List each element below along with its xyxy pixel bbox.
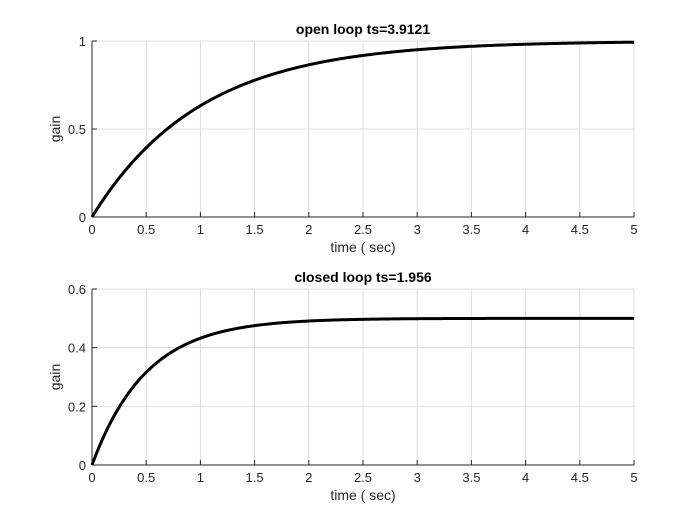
x-tick-label: 1.5: [246, 222, 264, 237]
x-tick-label: 1: [197, 470, 204, 485]
y-tick-label: 0.6: [68, 282, 86, 297]
x-tick-label: 3.5: [462, 470, 480, 485]
x-tick-label: 0.5: [137, 222, 155, 237]
x-tick-label: 4: [522, 222, 529, 237]
x-tick-label: 0.5: [137, 470, 155, 485]
x-axis-label: time ( sec): [330, 487, 395, 503]
x-tick-label: 1.5: [246, 470, 264, 485]
x-tick-label: 2.5: [354, 222, 372, 237]
x-tick-label: 3: [414, 470, 421, 485]
x-tick-label: 2.5: [354, 470, 372, 485]
y-tick-label: 0.4: [68, 341, 86, 356]
chart-title: closed loop ts=1.956: [294, 269, 432, 285]
chart-1: 0 0.5 1 1.5 2 2.5 3 3.5 4 4.5 5 0 0.5 1 open loop ts=3…: [47, 21, 638, 255]
y-axis-label: gain: [47, 116, 63, 142]
y-tick-label: 1: [79, 34, 86, 49]
x-tick-label: 1: [197, 222, 204, 237]
series-line: [90, 316, 634, 466]
chart-title: open loop ts=3.9121: [296, 21, 430, 37]
x-tick-label: 4: [522, 470, 529, 485]
x-axis-label: time ( sec): [330, 239, 395, 255]
x-tick-label: 2: [305, 222, 312, 237]
x-tick-label: 5: [630, 222, 637, 237]
y-axis-label: gain: [47, 364, 63, 390]
x-tick-label: 0: [88, 222, 95, 237]
y-tick-label: 0: [79, 458, 86, 473]
x-tick-label: 3.5: [462, 222, 480, 237]
x-tick-label: 2: [305, 470, 312, 485]
x-tick-label: 4.5: [571, 470, 589, 485]
y-tick-label: 0.2: [68, 399, 86, 414]
x-tick-label: 0: [88, 470, 95, 485]
x-tick-label: 5: [630, 470, 637, 485]
y-tick-label: 0.5: [68, 122, 86, 137]
y-tick-label: 0: [79, 210, 86, 225]
chart-2: 0 0.5 1 1.5 2 2.5 3 3.5 4 4.5 5 0 0.2 0.4 0.6 closed lo…: [47, 269, 638, 503]
x-tick-label: 4.5: [571, 222, 589, 237]
series-line: [90, 40, 635, 218]
x-tick-label: 3: [414, 222, 421, 237]
